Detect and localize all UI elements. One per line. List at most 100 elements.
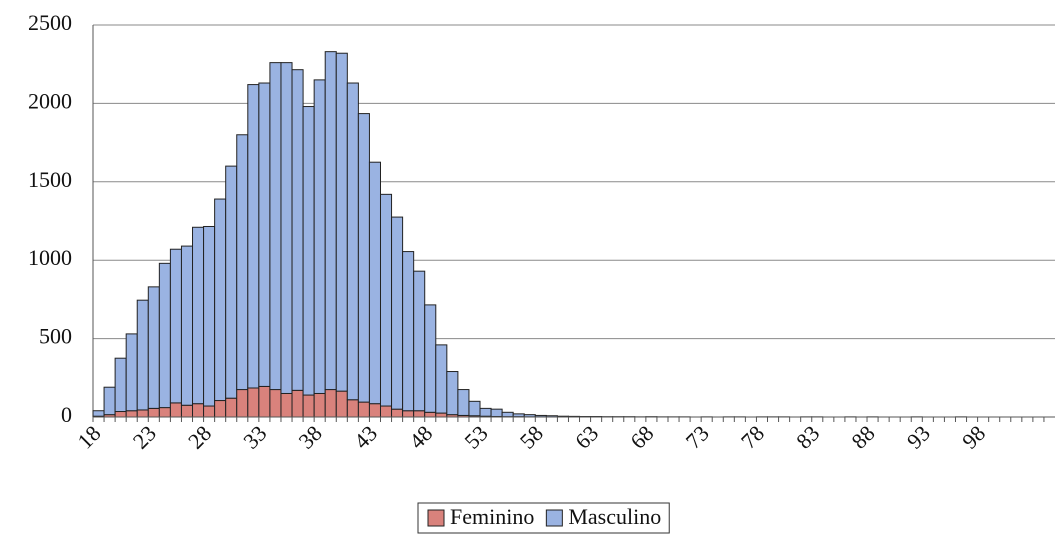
x-tick-label: 43 [349, 420, 382, 453]
bar-segment [114, 357, 127, 413]
bar-segment [324, 389, 337, 418]
x-tick-label: 23 [128, 420, 161, 453]
bar-segment [92, 410, 105, 417]
y-tick-label: 500 [39, 324, 72, 349]
bar-segment [147, 407, 160, 418]
bar-segment [280, 392, 293, 418]
bar-segment [302, 394, 315, 418]
bar-segment [291, 389, 304, 418]
bar-segment [379, 193, 393, 407]
legend: Feminino Masculino [417, 502, 670, 534]
bar-segment [214, 198, 227, 402]
x-tick-label: 68 [625, 420, 658, 453]
x-tick-label: 78 [736, 420, 769, 453]
bar-segment [136, 409, 149, 418]
bar-segment [269, 389, 282, 418]
bar-segment [158, 407, 171, 418]
bar-segment [490, 408, 503, 418]
bar-segment [247, 387, 260, 418]
bar-segment [402, 410, 415, 418]
bar-segment [125, 410, 138, 418]
bar-segment [335, 52, 348, 392]
x-tick-label: 93 [902, 420, 935, 453]
y-tick-label: 2000 [28, 88, 72, 113]
x-tick-label: 33 [238, 420, 271, 453]
bar-segment [291, 69, 304, 391]
legend-swatch [545, 509, 563, 527]
bar-segment [324, 51, 337, 391]
bar-segment [479, 407, 492, 417]
bar-segment [512, 413, 525, 418]
legend-swatch [427, 509, 445, 527]
bar-segment [203, 405, 216, 418]
bar-segment [446, 371, 459, 416]
bar-segment [368, 161, 381, 405]
x-tick-label: 58 [515, 420, 548, 453]
legend-label: Feminino [450, 504, 534, 529]
bar-segment [313, 392, 326, 418]
bar-segment [435, 344, 448, 414]
bar-segment [424, 411, 437, 418]
bar-segment [457, 389, 470, 416]
x-tick-label: 73 [681, 420, 714, 453]
bar-segment [192, 226, 205, 405]
bar-segment [413, 270, 426, 412]
bar-segment [391, 216, 404, 410]
bar-segment [313, 79, 326, 394]
bar-segment [169, 248, 182, 404]
y-tick-label: 2500 [28, 10, 72, 35]
bar-segment [501, 411, 514, 418]
x-tick-label: 28 [183, 420, 216, 453]
bar-segment [269, 62, 282, 391]
x-tick-label: 63 [570, 420, 603, 453]
x-tick-label: 98 [957, 420, 990, 453]
x-tick-label: 38 [294, 420, 327, 453]
bar-segment [125, 333, 138, 412]
x-tick-label: 18 [72, 420, 105, 453]
bar-segment [158, 262, 171, 409]
bar-segment [103, 386, 116, 416]
bar-segment [147, 286, 160, 409]
bar-segment [379, 405, 393, 418]
bar-segment [424, 304, 437, 413]
bar-segment [468, 400, 481, 417]
bar-segment [302, 106, 315, 396]
bar-segment [335, 390, 348, 418]
bar-segment [368, 403, 381, 418]
x-tick-label: 88 [846, 420, 879, 453]
bar-segment [180, 245, 194, 406]
bar-segment [225, 397, 238, 418]
legend-label: Masculino [568, 504, 661, 529]
bar-segment [402, 251, 415, 412]
bar-segment [346, 82, 359, 401]
bar-segment [225, 165, 238, 399]
y-tick-label: 1500 [28, 167, 72, 192]
bar-segment [192, 403, 205, 418]
bar-segment [258, 385, 271, 418]
bar-segment [435, 412, 448, 418]
bar-segment [247, 84, 260, 389]
bar-segment [214, 400, 227, 418]
bar-segment [236, 389, 249, 418]
bar-segment [280, 62, 293, 394]
legend-box [417, 502, 670, 534]
x-tick-label: 53 [459, 420, 492, 453]
bar-segment [357, 401, 370, 418]
bar-segment [169, 402, 182, 418]
bar-segment [114, 411, 127, 418]
bar-segment [413, 410, 426, 418]
bar-segment [203, 225, 216, 407]
bar-segment [180, 404, 194, 418]
x-tick-label: 48 [404, 420, 437, 453]
bar-segment [357, 113, 370, 403]
bar-segment [236, 134, 249, 391]
bar-segment [136, 299, 149, 411]
y-tick-label: 1000 [28, 245, 72, 270]
bar-segment [346, 399, 359, 418]
x-tick-label: 83 [791, 420, 824, 453]
y-tick-label: 0 [61, 402, 72, 427]
bar-segment [258, 82, 271, 387]
bar-segment [391, 408, 404, 418]
